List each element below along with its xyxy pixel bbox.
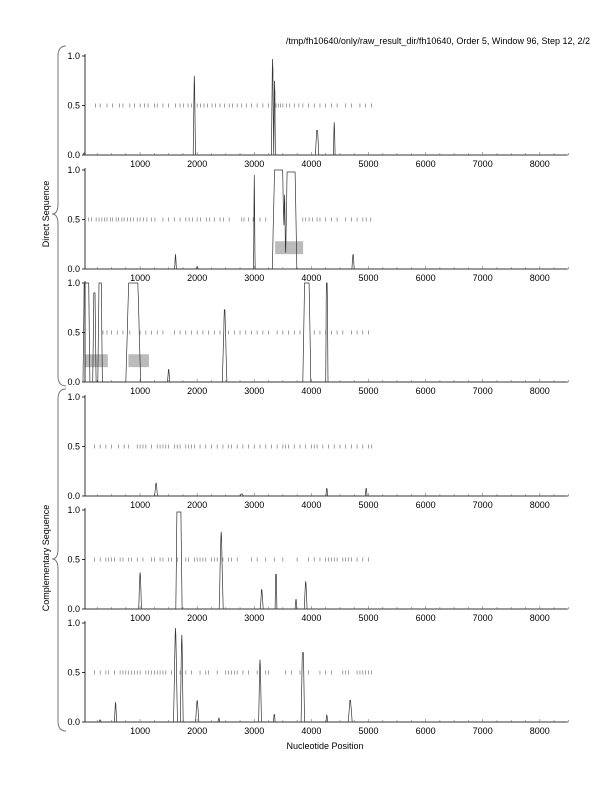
x-tick-label: 5000	[358, 159, 378, 169]
x-tick-label: 8000	[530, 613, 550, 623]
y-tick-label: 1.0	[67, 278, 80, 288]
y-tick-label: 0.5	[67, 668, 80, 678]
x-tick-label: 8000	[530, 386, 550, 396]
x-tick-label: 8000	[530, 500, 550, 510]
direct-brace	[51, 45, 67, 387]
y-tick-label: 0.5	[67, 215, 80, 225]
x-tick-label: 7000	[473, 273, 493, 283]
x-tick-label: 6000	[416, 613, 436, 623]
x-tick-label: 1000	[130, 273, 150, 283]
x-tick-label: 1000	[130, 726, 150, 736]
coding-potential-line	[82, 58, 569, 156]
coding-potential-line	[82, 282, 569, 383]
shaded-region	[85, 354, 108, 368]
y-tick-label: 0.0	[67, 150, 80, 160]
x-tick-label: 5000	[358, 726, 378, 736]
x-tick-label: 1000	[130, 159, 150, 169]
y-tick-label: 0.5	[67, 328, 80, 338]
x-tick-label: 5000	[358, 273, 378, 283]
y-tick-label: 0.5	[67, 442, 80, 452]
x-tick-label: 4000	[301, 613, 321, 623]
y-tick-label: 0.0	[67, 604, 80, 614]
x-tick-label: 3000	[244, 386, 264, 396]
x-tick-label: 2000	[187, 273, 207, 283]
group-label-complementary: Complementary Sequence	[41, 505, 51, 612]
y-tick-label: 0.0	[67, 264, 80, 274]
x-tick-label: 3000	[244, 726, 264, 736]
x-tick-label: 7000	[473, 613, 493, 623]
x-tick-label: 3000	[244, 500, 264, 510]
shaded-region	[275, 241, 304, 255]
x-tick-label: 4000	[301, 386, 321, 396]
x-tick-label: 5000	[358, 613, 378, 623]
coding-potential-line	[83, 482, 569, 497]
x-tick-label: 2000	[187, 159, 207, 169]
x-tick-label: 1000	[130, 500, 150, 510]
x-tick-label: 4000	[301, 159, 321, 169]
panel-direct-frame-1: 0.0 0.5 1.0 1000 2000 3000 4000 5000 6000 7000 800…	[67, 51, 569, 169]
x-tick-label: 7000	[473, 726, 493, 736]
y-tick-label: 0.0	[67, 491, 80, 501]
x-tick-label: 2000	[187, 500, 207, 510]
x-tick-label: 6000	[416, 500, 436, 510]
panel-direct-frame-3: 0.0 0.5 1.0 1000 2000 3000 4000 5000 6000 7000 800…	[67, 278, 569, 396]
y-tick-label: 1.0	[67, 51, 80, 61]
x-tick-label: 8000	[530, 273, 550, 283]
y-tick-label: 0.0	[67, 717, 80, 727]
x-tick-label: 2000	[187, 613, 207, 623]
x-tick-label: 6000	[416, 386, 436, 396]
panel-complementary-frame-3: 0.0 0.5 1.0 1000 2000 3000 4000 5000 6000 7000 800…	[67, 618, 569, 736]
x-tick-label: 5000	[358, 500, 378, 510]
x-tick-label: 2000	[187, 726, 207, 736]
x-tick-label: 4000	[301, 500, 321, 510]
chart-title: /tmp/fh10640/only/raw_result_dir/fh10640…	[286, 36, 590, 46]
x-tick-label: 6000	[416, 273, 436, 283]
y-tick-label: 1.0	[67, 505, 80, 515]
x-tick-label: 7000	[473, 500, 493, 510]
x-tick-label: 1000	[130, 613, 150, 623]
x-tick-label: 6000	[416, 159, 436, 169]
x-tick-label: 3000	[244, 613, 264, 623]
x-tick-label: 8000	[530, 159, 550, 169]
y-tick-label: 1.0	[67, 165, 80, 175]
y-tick-label: 0.5	[67, 101, 80, 111]
x-tick-label: 4000	[301, 273, 321, 283]
x-tick-label: 7000	[473, 159, 493, 169]
panel-complementary-frame-1: 0.0 0.5 1.0 1000 2000 3000 4000 5000 6000 7000 800…	[67, 392, 569, 510]
x-tick-label: 3000	[244, 159, 264, 169]
x-tick-label: 2000	[187, 386, 207, 396]
x-axis-label: Nucleotide Position	[286, 741, 363, 751]
panel-direct-frame-2: 0.0 0.5 1.0 1000 2000 3000 4000 5000 6000 7000 800…	[67, 165, 569, 283]
x-tick-label: 4000	[301, 726, 321, 736]
coding-potential-line	[83, 169, 569, 270]
shaded-region	[128, 354, 149, 368]
y-tick-label: 0.5	[67, 555, 80, 565]
y-tick-label: 0.0	[67, 377, 80, 387]
x-tick-label: 6000	[416, 726, 436, 736]
y-tick-label: 1.0	[67, 618, 80, 628]
group-label-direct: Direct Sequence	[41, 181, 51, 248]
coding-potential-line	[83, 627, 569, 723]
x-tick-label: 1000	[130, 386, 150, 396]
x-tick-label: 5000	[358, 386, 378, 396]
x-tick-label: 3000	[244, 273, 264, 283]
complementary-brace	[51, 388, 67, 732]
x-tick-label: 7000	[473, 386, 493, 396]
y-tick-label: 1.0	[67, 392, 80, 402]
coding-potential-line	[83, 511, 569, 610]
x-tick-label: 8000	[530, 726, 550, 736]
panel-complementary-frame-2: 0.0 0.5 1.0 1000 2000 3000 4000 5000 6000 7000 800…	[67, 505, 569, 623]
